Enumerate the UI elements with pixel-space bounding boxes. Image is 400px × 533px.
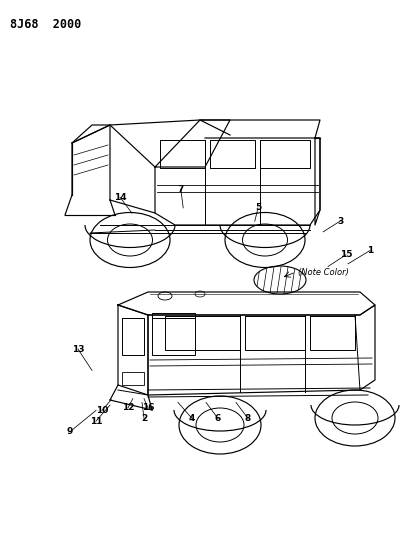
Text: 1: 1 [367, 246, 373, 255]
Text: 6: 6 [215, 414, 221, 423]
Text: 11: 11 [90, 417, 102, 425]
Bar [122, 372, 144, 385]
Text: 10: 10 [96, 406, 108, 415]
Text: 4: 4 [189, 414, 195, 423]
Text: 14: 14 [114, 193, 126, 201]
Text: 9: 9 [67, 427, 73, 436]
Text: 12: 12 [122, 403, 134, 412]
Text: 15: 15 [340, 251, 352, 259]
Text: 8: 8 [245, 414, 251, 423]
Text: (Note Color): (Note Color) [298, 268, 349, 277]
Text: 8J68  2000: 8J68 2000 [10, 18, 81, 31]
Text: 3: 3 [337, 217, 343, 225]
Text: 7: 7 [178, 185, 184, 193]
Text: 16: 16 [142, 403, 154, 412]
Text: 5: 5 [255, 204, 261, 212]
Text: 13: 13 [72, 345, 84, 353]
Text: 2: 2 [141, 414, 147, 423]
